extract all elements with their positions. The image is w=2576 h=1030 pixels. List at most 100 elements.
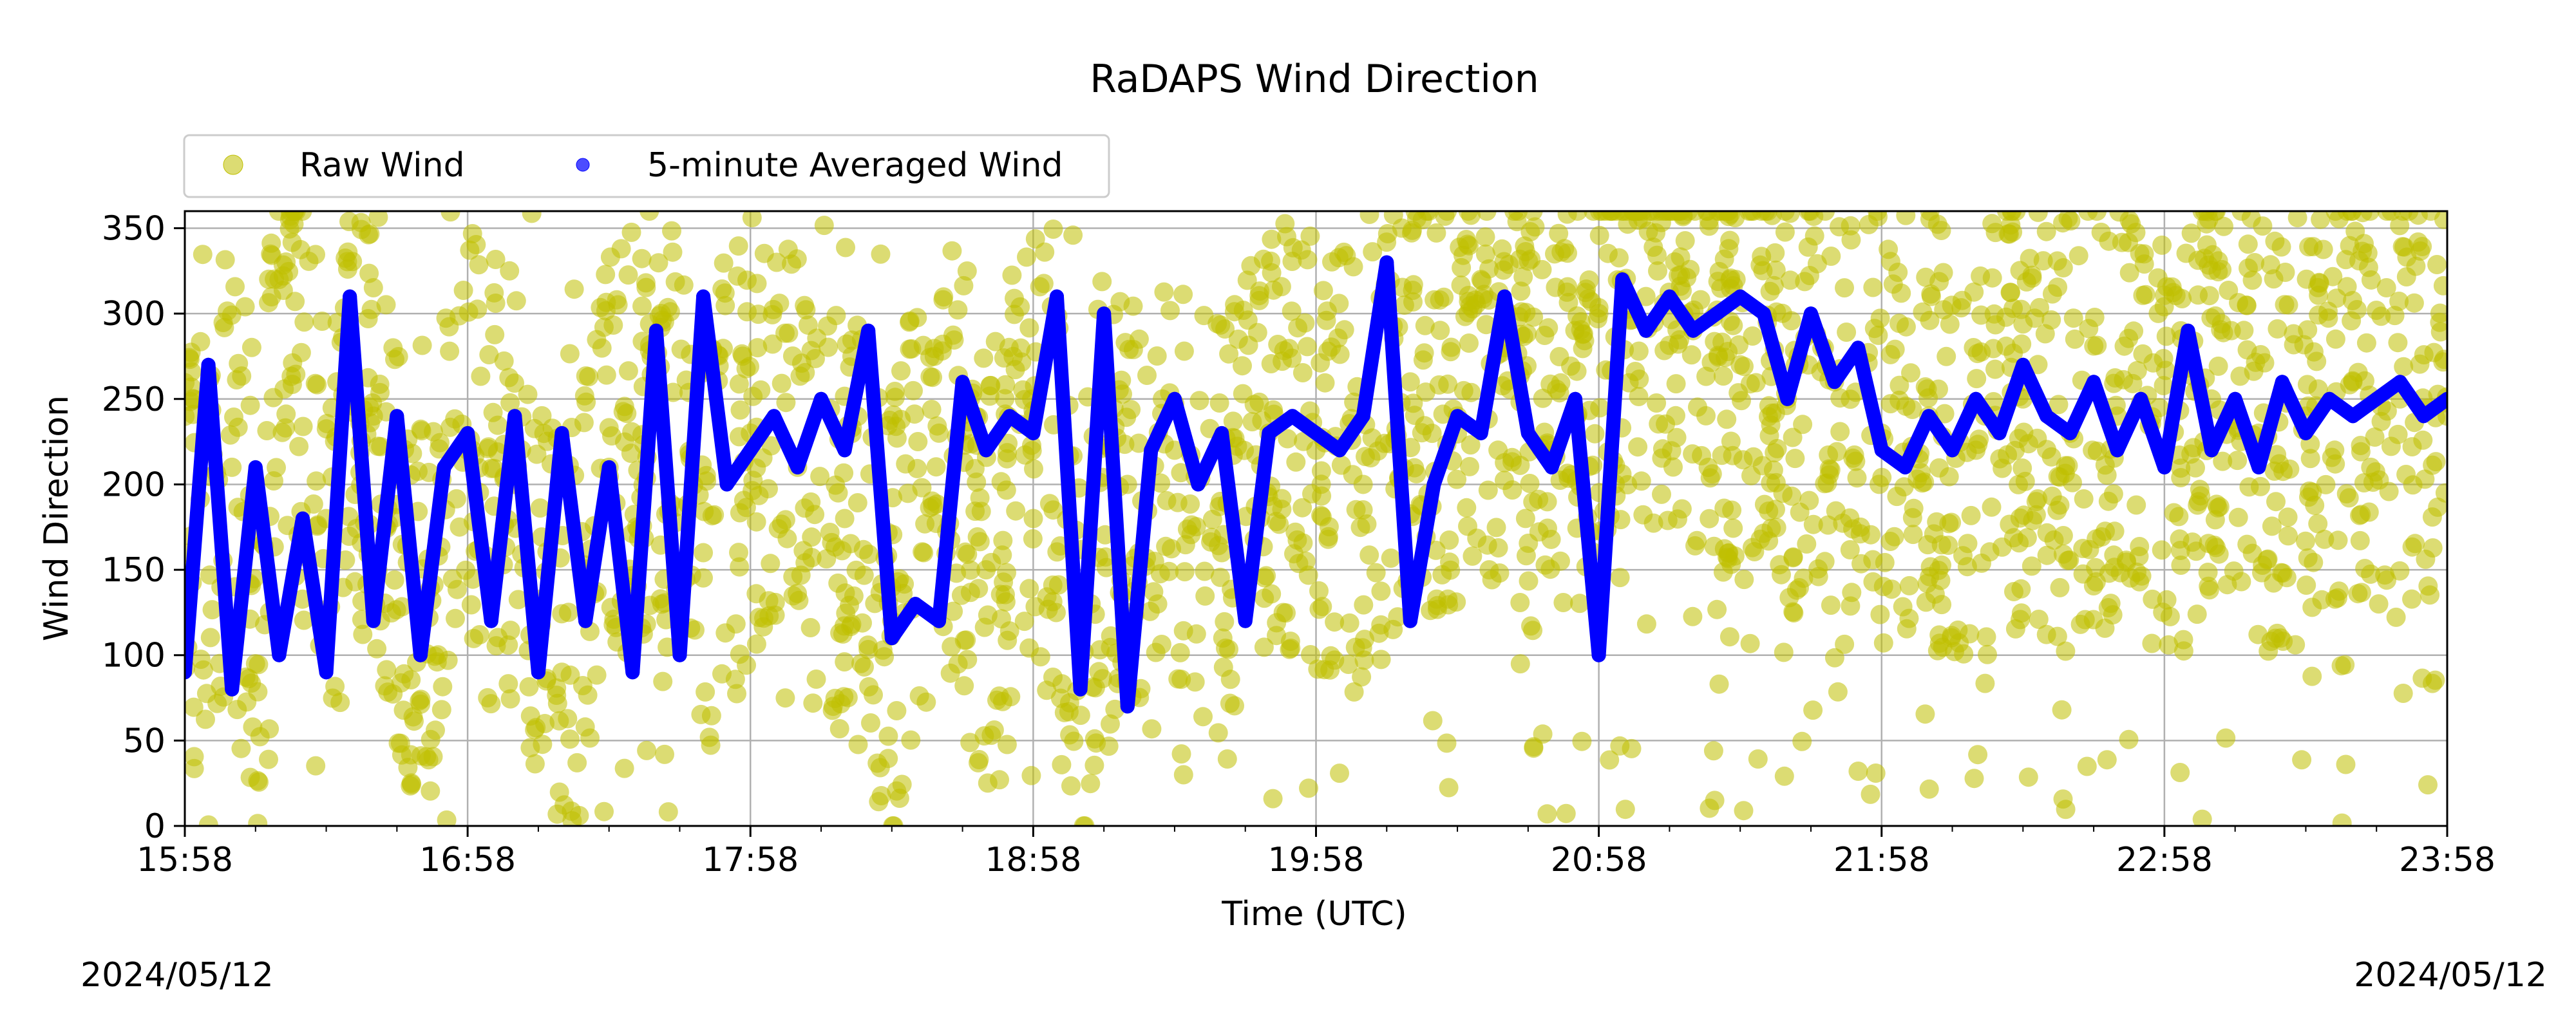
y-tick-label: 350 (102, 210, 166, 248)
raw-wind-point (855, 657, 874, 677)
raw-wind-point (803, 693, 823, 713)
raw-wind-point (1516, 303, 1536, 323)
raw-wind-point (558, 603, 578, 623)
raw-wind-point (871, 244, 891, 264)
raw-wind-point (1286, 452, 1306, 472)
raw-wind-point (1935, 404, 1955, 424)
raw-wind-point (1572, 731, 1592, 751)
averaged-wind-point (1568, 391, 1583, 406)
raw-wind-point (1081, 774, 1101, 794)
raw-wind-point (2418, 775, 2438, 795)
raw-wind-point (2171, 556, 2191, 575)
raw-wind-point (1553, 593, 1573, 612)
averaged-wind-point (460, 426, 475, 440)
raw-wind-point (791, 565, 811, 585)
legend-avg-label: 5-minute Averaged Wind (647, 146, 1063, 185)
raw-wind-point (554, 795, 574, 815)
raw-wind-point (290, 239, 310, 259)
raw-wind-point (1486, 518, 1506, 538)
raw-wind-point (1006, 501, 1026, 521)
raw-wind-point (1891, 283, 1911, 303)
raw-wind-point (1967, 344, 1987, 364)
raw-wind-point (714, 253, 734, 273)
raw-wind-point (2313, 239, 2333, 259)
raw-wind-point (408, 462, 428, 482)
raw-wind-point (486, 250, 506, 269)
raw-wind-point (948, 654, 968, 674)
raw-wind-point (446, 608, 465, 628)
raw-wind-point (259, 749, 278, 769)
raw-wind-point (377, 660, 397, 680)
raw-wind-point (303, 494, 323, 514)
raw-wind-point (225, 277, 245, 297)
raw-wind-point (907, 308, 927, 328)
raw-wind-point (1872, 467, 1892, 487)
raw-wind-point (596, 301, 616, 321)
raw-wind-point (558, 709, 578, 729)
raw-wind-point (1272, 500, 1292, 520)
raw-wind-point (1439, 530, 1459, 550)
raw-wind-point (2325, 211, 2345, 221)
raw-wind-point (1668, 509, 1687, 529)
raw-wind-point (1712, 332, 1732, 352)
raw-wind-point (281, 366, 301, 386)
raw-wind-point (1038, 599, 1058, 619)
raw-wind-point (185, 377, 201, 397)
raw-wind-point (848, 493, 867, 512)
raw-wind-point (768, 519, 788, 539)
raw-wind-point (1798, 237, 1818, 257)
raw-wind-point (653, 671, 673, 691)
raw-wind-point (1887, 487, 1907, 507)
raw-wind-point (2119, 729, 2139, 749)
raw-wind-point (2228, 507, 2248, 527)
raw-wind-point (1850, 524, 1870, 544)
raw-wind-point (2214, 216, 2233, 236)
raw-wind-point (1937, 346, 1956, 366)
raw-wind-point (1171, 670, 1191, 689)
raw-wind-point (2056, 641, 2076, 661)
raw-wind-point (1683, 606, 1703, 626)
raw-wind-point (1105, 699, 1125, 719)
raw-wind-point (307, 471, 327, 491)
raw-wind-point (1043, 668, 1063, 687)
raw-wind-point (1211, 315, 1231, 335)
raw-wind-point (1752, 247, 1772, 267)
raw-wind-point (998, 433, 1018, 453)
raw-wind-point (1709, 347, 1728, 367)
raw-wind-point (1437, 733, 1457, 753)
raw-wind-point (1700, 509, 1719, 529)
raw-wind-point (2114, 370, 2134, 389)
averaged-wind-point (2298, 426, 2313, 440)
raw-wind-point (401, 670, 421, 689)
raw-wind-point (1540, 374, 1560, 394)
raw-wind-point (1844, 445, 1864, 465)
raw-wind-point (795, 362, 815, 382)
raw-wind-point (1790, 502, 1810, 522)
raw-wind-point (834, 616, 854, 636)
raw-wind-point (560, 344, 580, 364)
raw-wind-point (806, 349, 825, 368)
raw-wind-point (1657, 211, 1677, 221)
raw-wind-point (1110, 292, 1130, 312)
raw-wind-point (2099, 231, 2119, 251)
raw-wind-point (2371, 306, 2391, 326)
raw-wind-point (859, 677, 879, 697)
raw-wind-point (359, 225, 379, 245)
date-start-label: 2024/05/12 (80, 956, 274, 995)
raw-wind-point (613, 402, 633, 422)
raw-wind-point (729, 543, 748, 563)
raw-wind-point (1173, 765, 1193, 785)
averaged-wind-point (1191, 477, 1206, 492)
raw-wind-point (2361, 564, 2381, 584)
raw-wind-point (2237, 340, 2257, 360)
averaged-wind-point (1497, 289, 1512, 304)
raw-wind-point (412, 335, 432, 355)
raw-wind-point (368, 211, 388, 227)
raw-wind-point (2133, 285, 2153, 305)
raw-wind-point (367, 639, 387, 659)
raw-wind-point (1648, 261, 1667, 281)
raw-wind-point (2396, 267, 2416, 286)
raw-wind-point (236, 667, 256, 687)
raw-wind-point (1254, 637, 1274, 657)
legend-box (183, 134, 1110, 198)
